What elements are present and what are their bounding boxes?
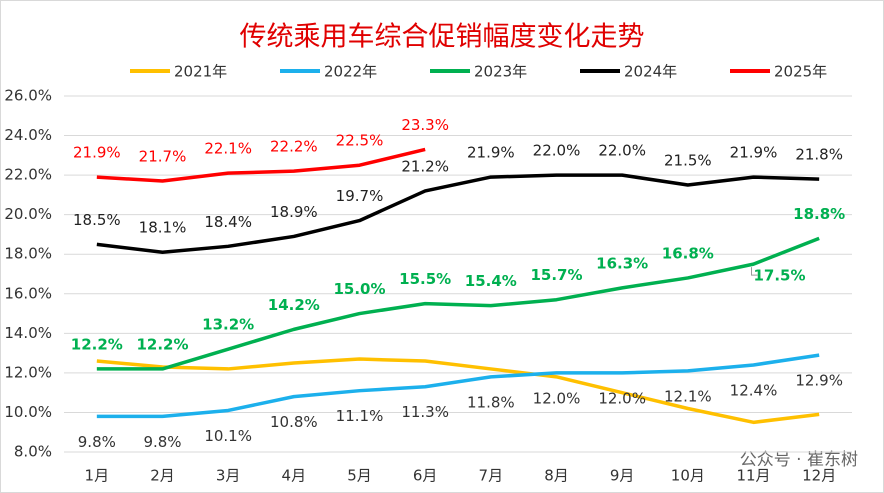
data-label: 12.4% xyxy=(730,381,778,399)
data-label: 11.1% xyxy=(336,407,384,425)
data-label: 21.7% xyxy=(139,148,187,166)
data-label: 15.4% xyxy=(465,272,517,290)
data-label: 10.1% xyxy=(204,427,252,445)
chart-title: 传统乘用车综合促销幅度变化走势 xyxy=(240,22,645,53)
series-line xyxy=(96,147,426,183)
y-tick-label: 26.0% xyxy=(4,87,52,105)
data-label: 15.0% xyxy=(333,280,385,298)
x-tick-label: 11月 xyxy=(736,467,770,485)
data-label: 18.9% xyxy=(270,203,318,221)
data-label: 21.5% xyxy=(664,152,712,170)
y-tick-label: 8.0% xyxy=(14,443,52,461)
x-tick-label: 9月 xyxy=(610,467,635,485)
series-line xyxy=(96,236,820,371)
y-tick-label: 20.0% xyxy=(4,205,52,223)
y-tick-label: 22.0% xyxy=(4,166,52,184)
watermark: 公众号 · 崔东树 xyxy=(740,450,858,470)
data-label: 16.8% xyxy=(662,244,714,262)
data-label: 21.8% xyxy=(795,146,843,164)
data-label: 9.8% xyxy=(78,433,116,451)
y-tick-label: 12.0% xyxy=(4,363,52,381)
data-label: 12.0% xyxy=(533,389,581,407)
data-label: 22.2% xyxy=(270,138,318,156)
x-tick-label: 2月 xyxy=(150,467,175,485)
data-label: 12.2% xyxy=(71,335,123,353)
x-tick-label: 6月 xyxy=(413,467,438,485)
x-tick-label: 1月 xyxy=(85,467,110,485)
data-label: 23.3% xyxy=(401,116,449,134)
y-tick-label: 24.0% xyxy=(4,126,52,144)
x-tick-label: 8月 xyxy=(544,467,569,485)
x-tick-label: 4月 xyxy=(282,467,307,485)
data-label: 14.2% xyxy=(268,296,320,314)
leader-line xyxy=(751,267,758,276)
data-label: 21.2% xyxy=(401,157,449,175)
y-tick-label: 16.0% xyxy=(4,284,52,302)
y-tick-label: 10.0% xyxy=(4,403,52,421)
series-line xyxy=(96,357,820,425)
data-label: 21.9% xyxy=(467,144,515,162)
data-label: 17.5% xyxy=(753,267,805,285)
series-line xyxy=(96,173,820,254)
data-label: 21.9% xyxy=(730,144,778,162)
data-label: 11.8% xyxy=(467,393,515,411)
legend-label: 2025年 xyxy=(774,63,827,81)
x-tick-label: 3月 xyxy=(216,467,241,485)
data-label: 13.2% xyxy=(202,316,254,334)
data-label: 12.2% xyxy=(136,335,188,353)
x-tick-label: 12月 xyxy=(802,467,836,485)
data-label: 10.8% xyxy=(270,413,318,431)
x-tick-label: 10月 xyxy=(671,467,705,485)
legend-label: 2024年 xyxy=(624,63,677,81)
data-label: 22.0% xyxy=(598,142,646,160)
y-tick-label: 18.0% xyxy=(4,245,52,263)
data-label: 19.7% xyxy=(336,187,384,205)
data-label: 11.3% xyxy=(401,403,449,421)
data-label: 16.3% xyxy=(596,254,648,272)
data-label: 22.1% xyxy=(204,140,252,158)
x-tick-label: 5月 xyxy=(347,467,372,485)
data-label: 18.5% xyxy=(73,211,121,229)
data-label: 22.5% xyxy=(336,132,384,150)
data-label: 22.0% xyxy=(533,142,581,160)
data-label: 15.7% xyxy=(530,266,582,284)
data-label: 15.5% xyxy=(399,270,451,288)
legend-label: 2022年 xyxy=(324,63,377,81)
data-label: 9.8% xyxy=(143,433,181,451)
x-tick-label: 7月 xyxy=(479,467,504,485)
data-label: 18.4% xyxy=(204,213,252,231)
data-label: 18.8% xyxy=(793,205,845,223)
data-label: 12.0% xyxy=(598,389,646,407)
data-label: 12.9% xyxy=(795,372,843,390)
data-label: 12.1% xyxy=(664,387,712,405)
series-line xyxy=(96,353,820,419)
legend-label: 2021年 xyxy=(174,63,227,81)
data-label: 21.9% xyxy=(73,144,121,162)
data-label: 18.1% xyxy=(139,219,187,237)
legend-label: 2023年 xyxy=(474,63,527,81)
y-tick-label: 14.0% xyxy=(4,324,52,342)
